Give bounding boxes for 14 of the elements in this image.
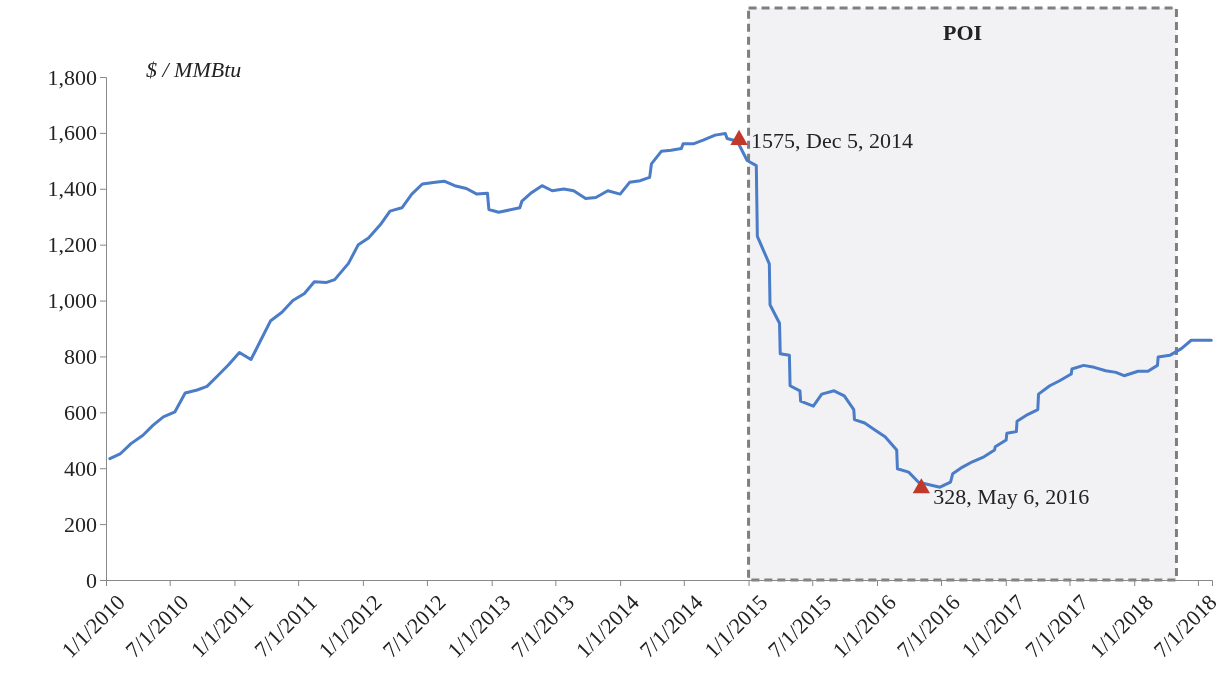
y-axis-title: $ / MMBtu <box>146 57 242 82</box>
y-tick-label: 0 <box>86 567 97 593</box>
y-tick-label: 1,800 <box>47 64 97 90</box>
data-label: 1575, Dec 5, 2014 <box>751 127 913 153</box>
data-label: 328, May 6, 2016 <box>933 484 1090 510</box>
y-tick-label: 1,200 <box>47 232 97 258</box>
y-tick-label: 200 <box>64 511 97 537</box>
y-tick-label: 1,000 <box>47 288 97 314</box>
y-tick-label: 1,400 <box>47 176 97 202</box>
y-tick-label: 600 <box>64 399 97 425</box>
y-tick-label: 400 <box>64 455 97 481</box>
y-tick-label: 1,600 <box>47 120 97 146</box>
y-tick-label: 800 <box>64 343 97 369</box>
band-label: POI <box>942 20 983 45</box>
